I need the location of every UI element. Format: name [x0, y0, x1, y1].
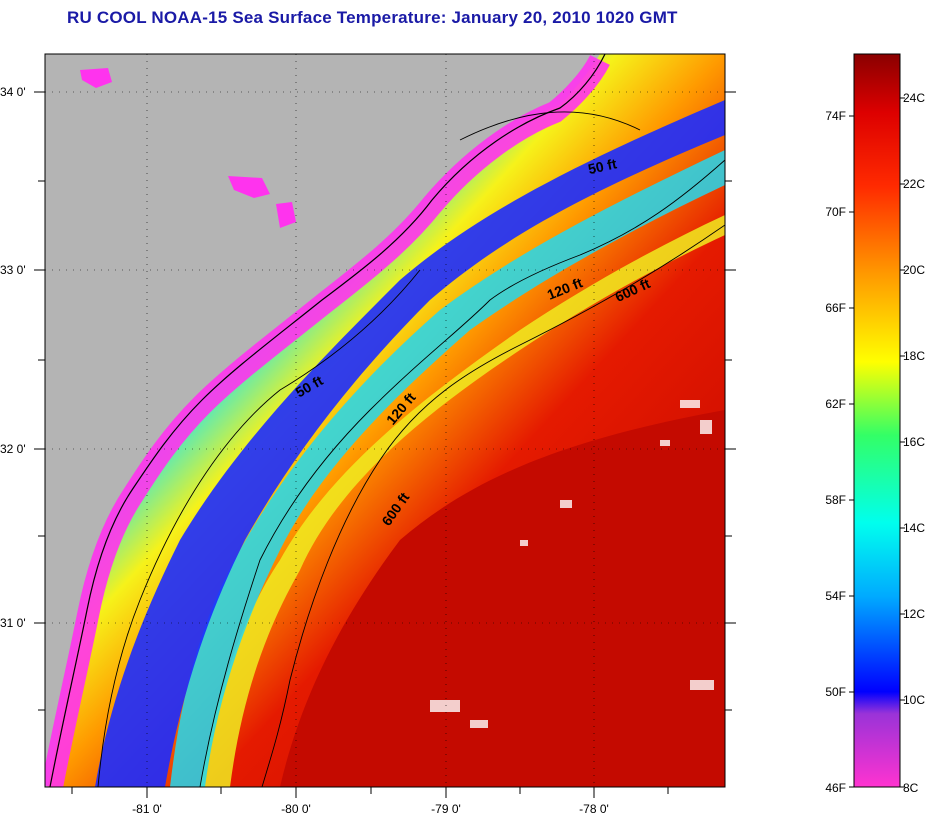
coastal-fringe [45, 54, 610, 787]
lat-label: 33 0' [0, 263, 26, 277]
inland-patch [276, 202, 296, 228]
isobath-50ft [97, 111, 641, 787]
colorbar-ramp [853, 53, 901, 788]
lat-label: 31 0' [0, 616, 26, 630]
colorbar-label-f: 58F [825, 493, 846, 507]
colorbar-label-f: 54F [825, 589, 846, 603]
colorbar-label-f: 70F [825, 205, 846, 219]
lon-label: -79 0' [431, 802, 461, 816]
colorbar-label-f: 74F [825, 109, 846, 123]
lat-label: 32 0' [0, 442, 26, 456]
colorbar-label-c: 20C [903, 263, 925, 277]
colorbar-label-f: 66F [825, 301, 846, 315]
colorbar-label-c: 24C [903, 91, 925, 105]
axis-ticks [34, 91, 736, 798]
colorbar-label-c: 14C [903, 521, 925, 535]
lon-label: -80 0' [281, 802, 311, 816]
colorbar-label-c: 16C [903, 435, 925, 449]
map-title: RU COOL NOAA-15 Sea Surface Temperature:… [67, 8, 678, 27]
lat-label: 34 0' [0, 85, 26, 99]
deep-red-zone [280, 410, 725, 787]
lon-label: -81 0' [132, 802, 162, 816]
lon-label: -78 0' [579, 802, 609, 816]
blue-band [95, 100, 725, 787]
colorbar-label-f: 62F [825, 397, 846, 411]
isobath-120ft [199, 159, 725, 787]
inland-patch [80, 68, 112, 88]
land [45, 54, 600, 787]
inland-patch [228, 176, 270, 198]
isobath-600ft [261, 224, 725, 787]
colorbar-label-c: 18C [903, 349, 925, 363]
colorbar: 74F 70F 66F 62F 58F 54F 50F 46F 24C 22C … [825, 53, 925, 795]
cloud-speckle [430, 400, 714, 728]
colorbar-label-c: 22C [903, 177, 925, 191]
colorbar-label-f: 46F [825, 781, 846, 795]
colorbar-label-c: 8C [903, 781, 919, 795]
colorbar-label-c: 10C [903, 693, 925, 707]
colorbar-label-c: 12C [903, 607, 925, 621]
contour-label-50ft-north: 50 ft [587, 155, 619, 177]
map-frame [44, 53, 726, 788]
coastline [49, 54, 606, 787]
colorbar-label-f: 50F [825, 685, 846, 699]
